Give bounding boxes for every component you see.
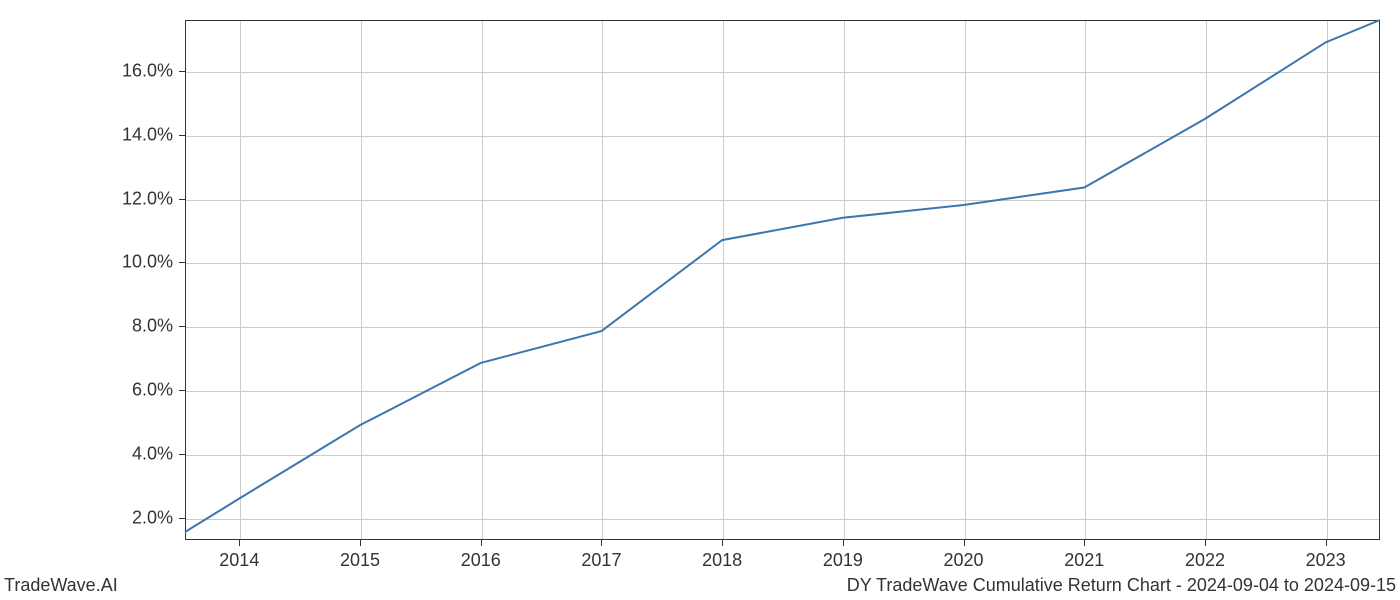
x-tick-label: 2022 [1185,550,1225,571]
y-tick-label: 16.0% [0,61,173,82]
y-tick-mark [179,326,185,327]
y-tick-mark [179,199,185,200]
x-tick-mark [1326,540,1327,546]
footer-left-text: TradeWave.AI [4,575,118,596]
x-tick-label: 2015 [340,550,380,571]
x-tick-mark [239,540,240,546]
line-svg [0,0,1400,600]
y-tick-mark [179,518,185,519]
y-tick-label: 8.0% [0,316,173,337]
x-tick-label: 2014 [219,550,259,571]
series-line [185,20,1380,532]
y-tick-label: 14.0% [0,124,173,145]
y-tick-label: 10.0% [0,252,173,273]
x-tick-label: 2018 [702,550,742,571]
y-tick-label: 2.0% [0,507,173,528]
x-tick-mark [481,540,482,546]
y-tick-mark [179,71,185,72]
x-tick-label: 2021 [1064,550,1104,571]
y-tick-mark [179,390,185,391]
x-tick-label: 2023 [1306,550,1346,571]
x-tick-mark [1084,540,1085,546]
x-tick-mark [843,540,844,546]
y-tick-mark [179,262,185,263]
x-tick-mark [601,540,602,546]
x-tick-label: 2020 [944,550,984,571]
x-tick-mark [722,540,723,546]
chart-container: TradeWave.AI DY TradeWave Cumulative Ret… [0,0,1400,600]
y-tick-label: 6.0% [0,380,173,401]
x-tick-mark [964,540,965,546]
x-tick-label: 2019 [823,550,863,571]
x-tick-mark [360,540,361,546]
footer-right-text: DY TradeWave Cumulative Return Chart - 2… [847,575,1396,596]
x-tick-label: 2016 [461,550,501,571]
y-tick-label: 4.0% [0,443,173,464]
y-tick-mark [179,454,185,455]
y-tick-label: 12.0% [0,188,173,209]
y-tick-mark [179,135,185,136]
x-tick-label: 2017 [581,550,621,571]
x-tick-mark [1205,540,1206,546]
